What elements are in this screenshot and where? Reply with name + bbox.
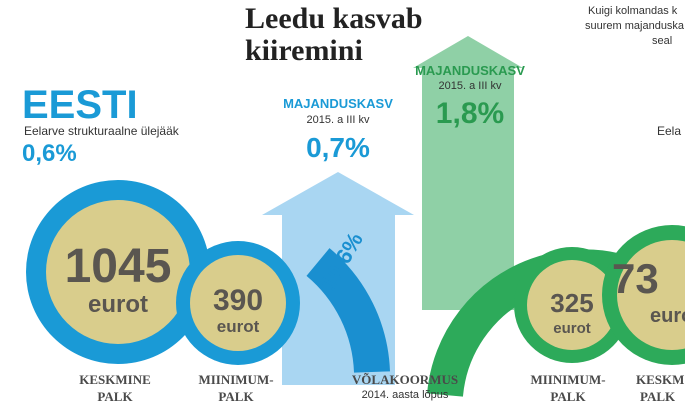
intro-text: seal — [652, 35, 672, 47]
debt-period: 2014. aasta lõpus — [362, 389, 449, 401]
coin-unit: euro — [650, 305, 685, 327]
intro-text: Kuigi kolmandas k — [588, 5, 678, 17]
title: kiiremini — [245, 34, 363, 67]
coin-label: KESKM — [636, 372, 684, 387]
coin-inner — [617, 240, 685, 350]
coin-label: PALK — [550, 389, 586, 404]
arrow-shape — [413, 36, 523, 310]
coin-unit: eurot — [553, 320, 591, 337]
coin-unit: eurot — [217, 317, 260, 336]
growth-label: MAJANDUSKASV — [283, 96, 393, 111]
budget-label: Eela — [657, 124, 681, 138]
title: Leedu kasvab — [245, 2, 423, 35]
coin-amount: 325 — [550, 288, 593, 318]
coin-amount: 390 — [213, 284, 263, 317]
debt-label: VÕLAKOORMUS — [352, 372, 458, 387]
coin-inner — [527, 260, 617, 350]
coin-label: MIINIMUM- — [198, 372, 273, 387]
intro-text: suurem majanduska — [585, 20, 685, 32]
coin-label: PALK — [640, 389, 676, 404]
blue-ring — [306, 248, 390, 374]
growth-value: 0,7% — [306, 132, 370, 163]
coin-unit: eurot — [88, 291, 148, 318]
coin-label: KESKMINE — [79, 372, 151, 387]
growth-period: 2015. a III kv — [439, 80, 502, 92]
growth-label: MAJANDUSKASV — [415, 63, 525, 78]
coin-amount: 1045 — [65, 240, 172, 293]
coin-inner — [190, 255, 286, 351]
budget-value: 0,6% — [22, 140, 77, 167]
coin-label: PALK — [218, 389, 254, 404]
growth-period: 2015. a III kv — [307, 114, 370, 126]
growth-value: 1,8% — [436, 97, 504, 130]
coin-label: MIINIMUM- — [530, 372, 605, 387]
coin-amount: 73 — [612, 255, 659, 302]
country-name: EESTI — [22, 83, 138, 127]
coin-inner — [46, 200, 190, 344]
budget-label: Eelarve strukturaalne ülejääk — [24, 124, 180, 138]
coin-label: PALK — [97, 389, 133, 404]
